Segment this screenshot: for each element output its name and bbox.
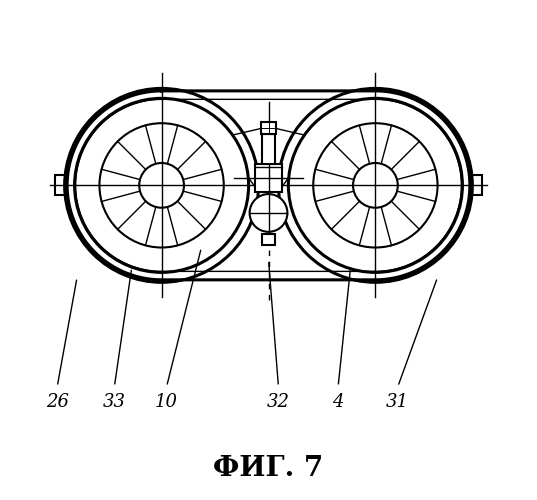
Text: 10: 10 bbox=[155, 392, 178, 410]
Text: 4: 4 bbox=[332, 392, 344, 410]
Text: 32: 32 bbox=[267, 392, 290, 410]
Text: 33: 33 bbox=[103, 392, 126, 410]
Bar bbox=[262, 234, 275, 246]
Bar bbox=[471, 176, 482, 196]
Bar bbox=[255, 164, 282, 192]
Bar bbox=[262, 134, 275, 164]
Bar bbox=[260, 122, 277, 134]
Bar bbox=[55, 176, 66, 196]
Text: 26: 26 bbox=[46, 392, 69, 410]
Circle shape bbox=[250, 194, 287, 232]
Text: 31: 31 bbox=[386, 392, 409, 410]
Text: ФИГ. 7: ФИГ. 7 bbox=[213, 456, 324, 482]
